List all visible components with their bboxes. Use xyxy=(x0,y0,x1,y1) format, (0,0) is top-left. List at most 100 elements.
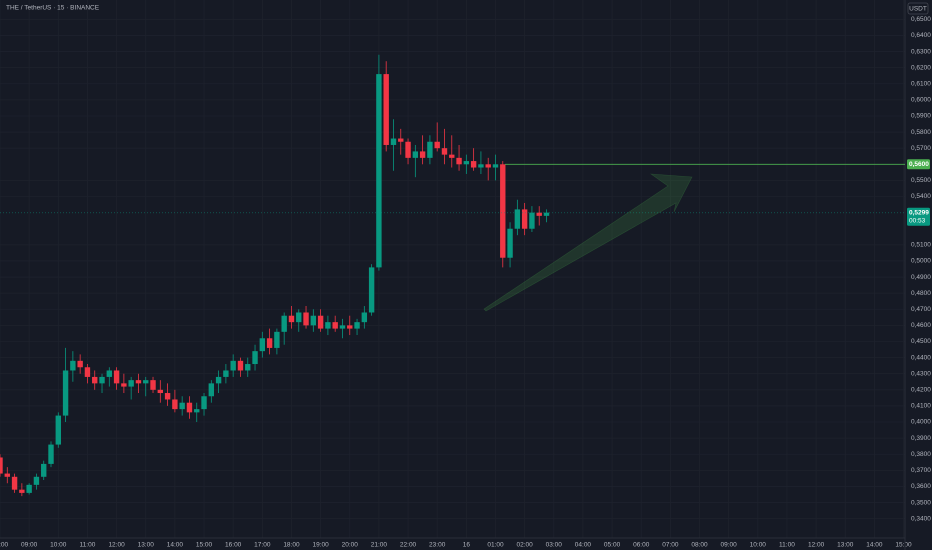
last-price-box xyxy=(907,207,930,226)
candle xyxy=(19,483,25,497)
candle xyxy=(441,128,448,165)
forecast-arrow xyxy=(483,173,693,312)
candle-body xyxy=(179,402,185,410)
candle-body xyxy=(274,331,280,348)
candle xyxy=(201,393,207,416)
candle-body xyxy=(412,151,419,158)
y-tick-label: 0,3400 xyxy=(911,515,931,522)
candle xyxy=(186,396,193,419)
candle-body xyxy=(536,212,542,216)
candle xyxy=(41,460,47,481)
y-tick-label: 0,3600 xyxy=(911,483,931,490)
candle-body xyxy=(347,325,353,329)
candle xyxy=(4,467,10,484)
candle xyxy=(485,157,491,181)
candle-body xyxy=(500,164,506,258)
candle-body xyxy=(99,376,105,384)
candle xyxy=(172,389,178,413)
candle-body xyxy=(317,315,324,329)
candle-body xyxy=(514,209,521,229)
x-tick-label: 20:00 xyxy=(342,542,359,549)
candle xyxy=(478,151,484,174)
y-tick-label: 0,4800 xyxy=(911,290,931,297)
candle xyxy=(0,454,3,477)
candle-body xyxy=(339,325,346,329)
x-tick-label: 09:00 xyxy=(721,542,738,549)
x-tick-label: 12:00 xyxy=(808,542,825,549)
candle xyxy=(529,206,535,232)
x-tick-label: 16:00 xyxy=(225,542,242,549)
candle xyxy=(11,473,18,493)
candle xyxy=(62,347,69,423)
candle-body xyxy=(441,148,448,155)
candle xyxy=(106,367,112,387)
candle-body xyxy=(48,444,54,464)
y-tick-label: 0,6100 xyxy=(911,80,931,87)
candle-body xyxy=(288,315,295,323)
candle xyxy=(310,309,317,332)
candle xyxy=(99,373,105,394)
y-tick-label: 0,5700 xyxy=(911,145,931,152)
y-tick-label: 0,4900 xyxy=(911,274,931,281)
candle-body xyxy=(33,476,40,485)
candle-body xyxy=(201,396,207,410)
candle xyxy=(252,344,258,371)
candle xyxy=(26,483,32,495)
candle xyxy=(237,357,244,377)
candle xyxy=(48,441,54,468)
candle xyxy=(383,61,389,152)
y-tick-label: 0,6300 xyxy=(911,48,931,55)
candle xyxy=(514,199,521,236)
x-tick-label: 05:00 xyxy=(604,542,621,549)
candle-body xyxy=(70,360,76,371)
candle xyxy=(33,473,40,490)
x-tick-label: 19:00 xyxy=(312,542,329,549)
candle xyxy=(121,373,127,394)
candle xyxy=(55,412,61,448)
x-tick-label: 12:00 xyxy=(108,542,125,549)
grid xyxy=(0,0,905,538)
candle-body xyxy=(230,360,236,371)
candle xyxy=(398,128,404,155)
x-tick-label: 18:00 xyxy=(283,542,300,549)
candle xyxy=(427,135,433,165)
candle-body xyxy=(354,322,360,329)
y-tick-label: 0,5400 xyxy=(911,193,931,200)
candle-body xyxy=(106,370,112,377)
y-tick-label: 0,6000 xyxy=(911,97,931,104)
candle-body xyxy=(296,312,302,323)
candle-body xyxy=(164,393,171,400)
candle-body xyxy=(194,409,200,413)
candle-body xyxy=(281,315,287,332)
candle xyxy=(339,318,346,339)
y-tick-label: 0,5800 xyxy=(911,129,931,136)
y-tick-label: 0,5100 xyxy=(911,242,931,249)
last-price-label: 0,5299 xyxy=(909,210,929,217)
candle-body xyxy=(135,380,142,384)
candle xyxy=(194,402,200,423)
arrow-shape xyxy=(483,173,693,312)
countdown: 00:53 xyxy=(909,218,926,225)
candle-body xyxy=(361,312,368,323)
candle-body xyxy=(332,322,338,329)
candle-body xyxy=(55,415,61,445)
x-tick-label: 09:00 xyxy=(21,542,38,549)
x-tick-label: 10:00 xyxy=(750,542,767,549)
candle-body xyxy=(310,315,317,326)
x-tick-label: 15:00 xyxy=(196,542,213,549)
x-tick-label: 11:00 xyxy=(779,542,795,549)
candle-body xyxy=(113,370,120,384)
candle xyxy=(245,357,251,377)
candle-body xyxy=(259,338,266,352)
candle-body xyxy=(383,74,389,145)
y-tick-label: 0,6200 xyxy=(911,64,931,71)
x-tick-label: 01:00 xyxy=(487,542,504,549)
candle xyxy=(449,135,455,168)
candle xyxy=(135,373,142,394)
candle-body xyxy=(223,370,229,377)
y-tick-label: 0,3800 xyxy=(911,451,931,458)
candle xyxy=(361,306,368,329)
candle xyxy=(208,380,215,403)
candle xyxy=(470,148,477,171)
